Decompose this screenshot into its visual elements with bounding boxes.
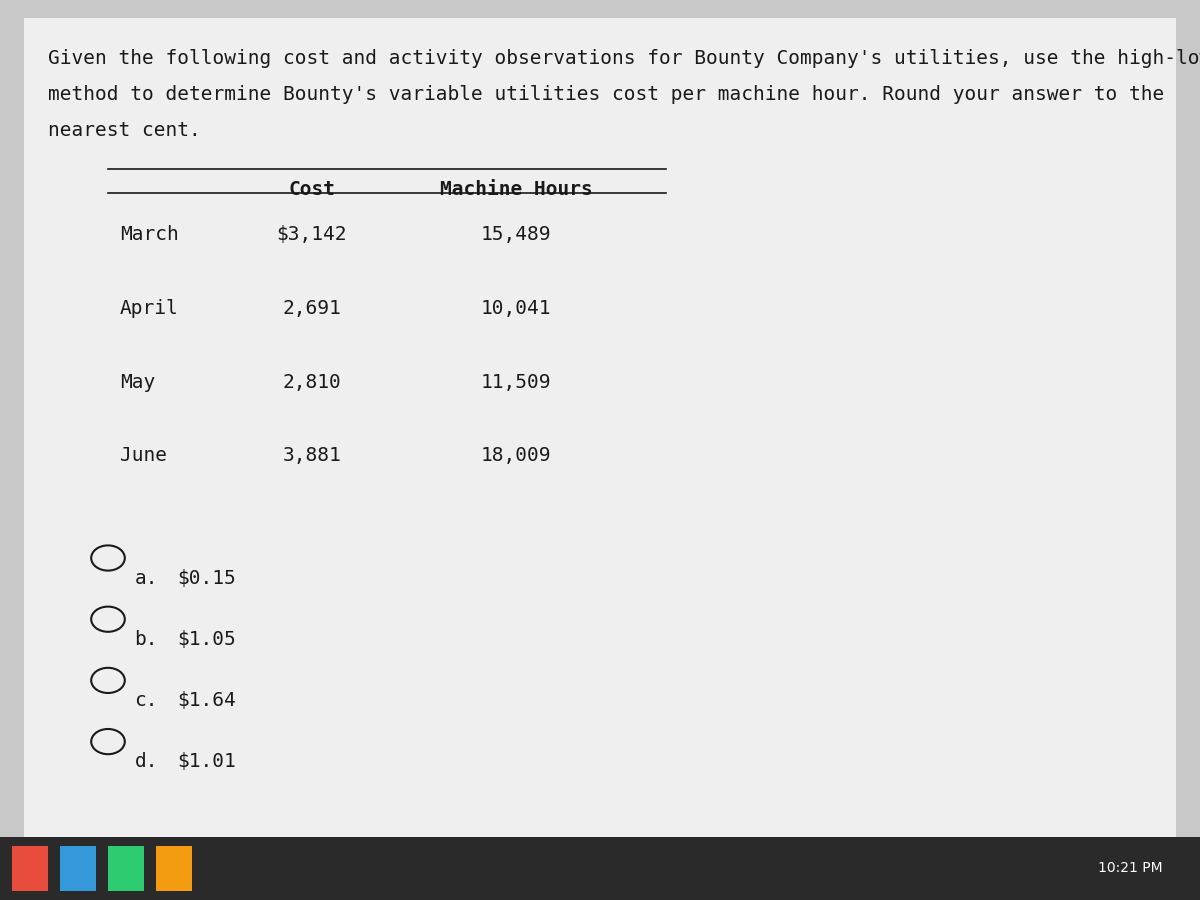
- Text: 3,881: 3,881: [283, 446, 341, 465]
- Text: June: June: [120, 446, 167, 465]
- Text: b.: b.: [134, 630, 158, 649]
- Bar: [156, 846, 192, 891]
- Text: method to determine Bounty's variable utilities cost per machine hour. Round you: method to determine Bounty's variable ut…: [48, 86, 1164, 104]
- Bar: [60, 846, 96, 891]
- Text: 10,041: 10,041: [481, 299, 551, 318]
- Text: $0.15: $0.15: [178, 569, 236, 588]
- Text: April: April: [120, 299, 179, 318]
- Text: $1.05: $1.05: [178, 630, 236, 649]
- Text: Machine Hours: Machine Hours: [439, 180, 593, 199]
- Text: 15,489: 15,489: [481, 225, 551, 244]
- Text: $1.64: $1.64: [178, 691, 236, 710]
- Text: Cost: Cost: [288, 180, 336, 199]
- Text: 2,691: 2,691: [283, 299, 341, 318]
- FancyBboxPatch shape: [24, 18, 1176, 837]
- Bar: [12, 846, 48, 891]
- Text: nearest cent.: nearest cent.: [48, 122, 200, 140]
- Text: 2,810: 2,810: [283, 373, 341, 392]
- Text: $1.01: $1.01: [178, 752, 236, 771]
- Text: c.: c.: [134, 691, 158, 710]
- Text: a.: a.: [134, 569, 158, 588]
- Bar: [108, 846, 144, 891]
- Text: Given the following cost and activity observations for Bounty Company's utilitie: Given the following cost and activity ob…: [48, 50, 1200, 68]
- Text: d.: d.: [134, 752, 158, 771]
- Text: 11,509: 11,509: [481, 373, 551, 392]
- Text: 18,009: 18,009: [481, 446, 551, 465]
- Text: $3,142: $3,142: [277, 225, 347, 244]
- Text: 10:21 PM: 10:21 PM: [1098, 861, 1163, 876]
- Text: May: May: [120, 373, 155, 392]
- Bar: [0, 837, 1200, 900]
- Text: March: March: [120, 225, 179, 244]
